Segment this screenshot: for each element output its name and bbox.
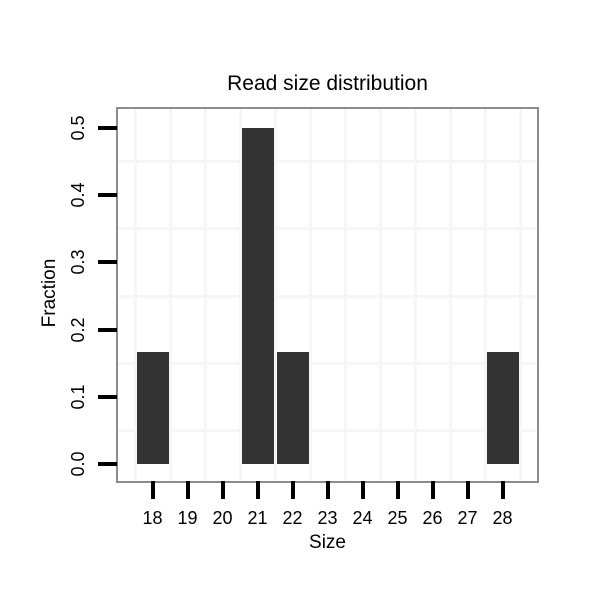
gridline-horizontal [118,361,537,365]
plot-panel [116,107,539,483]
x-tick-label: 27 [457,508,478,528]
chart-title: Read size distribution [227,72,428,95]
x-tick-label: 21 [247,508,268,528]
x-axis-tick [500,481,505,499]
y-axis-tick [98,126,117,130]
y-tick-label: 0.2 [68,317,88,343]
x-axis-tick [395,481,400,499]
gridline-horizontal [118,428,537,432]
bar [241,128,274,464]
gridline-horizontal [118,160,537,164]
gridline-horizontal [118,227,537,231]
x-axis-tick [325,481,330,499]
x-tick-label: 25 [387,508,408,528]
x-tick-label: 19 [177,508,198,528]
x-axis-tick [430,481,435,499]
y-axis-tick [98,394,117,399]
y-tick-label: 0.5 [68,115,88,141]
x-tick-label: 20 [212,508,233,528]
y-axis-tick [98,462,117,466]
x-axis-tick [290,481,295,499]
bar [136,351,169,464]
bar [276,351,309,464]
x-axis-tick [220,481,225,499]
x-tick-label: 23 [317,508,338,528]
x-axis-tick [465,481,470,499]
y-tick-label: 0.1 [68,384,88,410]
y-axis-tick [98,327,117,332]
x-axis-tick [360,481,365,499]
x-tick-label: 28 [492,508,513,528]
x-tick-label: 24 [352,508,373,528]
x-axis-tick [255,481,260,499]
x-tick-label: 18 [142,508,163,528]
x-tick-label: 22 [282,508,303,528]
y-tick-label: 0.3 [68,249,88,275]
gridline-horizontal [118,294,537,298]
y-axis-tick [98,260,117,265]
y-tick-label: 0.4 [68,182,88,208]
y-axis-tick [98,193,117,198]
x-axis-tick [185,481,190,499]
x-tick-label: 26 [422,508,443,528]
x-axis-label: Size [309,532,346,553]
y-tick-label: 0.0 [68,451,88,477]
x-axis-tick [150,481,155,499]
y-axis-label: Fraction [39,258,60,328]
bar [486,351,519,464]
